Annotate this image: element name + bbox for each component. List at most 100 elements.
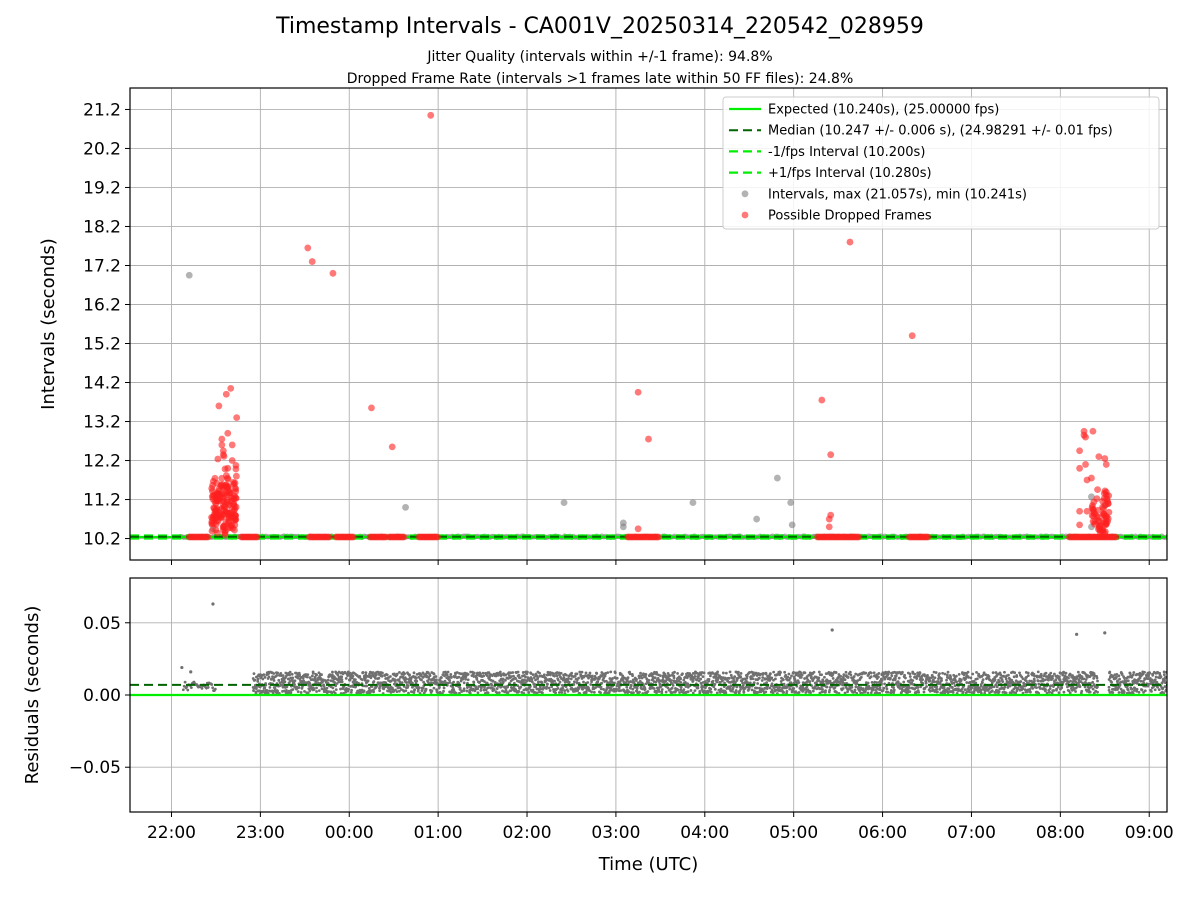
residual-point [688, 672, 692, 675]
residual-point [771, 691, 775, 695]
residual-point [828, 688, 832, 692]
residual-point [639, 671, 642, 675]
dropped-frame-point [349, 533, 357, 541]
residual-point [268, 685, 272, 689]
residual-point [982, 686, 986, 690]
residual-point [424, 688, 428, 692]
residual-point [478, 680, 482, 684]
residual-point [392, 672, 396, 676]
residual-point [306, 691, 310, 695]
residual-point [455, 671, 459, 674]
residual-point [1016, 687, 1020, 691]
residual-point [519, 685, 523, 689]
residual-point [702, 671, 706, 675]
residual-point [552, 672, 556, 676]
residual-point [1153, 678, 1157, 682]
residual-point [288, 670, 292, 674]
residual-point [416, 689, 420, 693]
residual-point [694, 678, 698, 681]
dropped-frame-point [827, 451, 835, 459]
residual-point [1050, 691, 1054, 695]
legend-entry-label: Intervals, max (21.057s), min (10.241s) [768, 187, 1027, 202]
residual-point [1096, 679, 1099, 683]
residual-point [1157, 688, 1161, 691]
residual-point [210, 683, 214, 686]
residual-point [320, 687, 324, 691]
residual-point [1000, 678, 1004, 681]
residual-point [468, 691, 472, 695]
residual-point [858, 689, 861, 693]
residual-point [350, 688, 353, 692]
residual-point [940, 679, 943, 682]
residual-point [974, 681, 978, 685]
dropped-frame-point [427, 111, 435, 119]
residual-point [398, 689, 401, 693]
bottom-panel-plot-area [130, 602, 1167, 697]
residual-point [507, 674, 511, 678]
residual-point [652, 687, 656, 690]
residual-point [311, 671, 315, 675]
dropped-frame-point [1082, 433, 1089, 441]
residual-point [975, 670, 978, 674]
residual-point [386, 686, 390, 690]
residual-point [928, 679, 932, 683]
residual-point [313, 675, 317, 679]
residual-point [715, 691, 719, 695]
residual-point [846, 690, 849, 694]
residual-point [756, 682, 760, 685]
residual-point [1147, 682, 1151, 686]
residual-point [637, 674, 641, 678]
top-y-tick-label: 15.2 [83, 335, 121, 355]
residual-point [866, 681, 870, 685]
residual-point [1044, 689, 1047, 693]
dropped-frame-point [634, 388, 642, 396]
residual-point [420, 689, 424, 693]
residual-point [372, 680, 376, 683]
residual-point [721, 671, 725, 675]
residual-point [336, 673, 340, 677]
residual-point [430, 689, 434, 693]
dropped-frame-point [908, 332, 916, 340]
dropped-frame-point [208, 527, 216, 535]
residual-point [365, 684, 369, 688]
residual-point [880, 679, 884, 682]
residual-point [530, 680, 534, 684]
residual-point [874, 689, 878, 692]
dropped-frame-point [231, 502, 238, 510]
residual-point [435, 688, 438, 692]
residual-point [338, 680, 342, 684]
residual-point [1107, 688, 1111, 692]
dropped-frame-point [1076, 464, 1083, 472]
residual-point [371, 671, 375, 674]
residual-point [823, 675, 826, 679]
residual-point [908, 675, 912, 678]
residual-point [344, 676, 348, 680]
residual-point [1044, 675, 1048, 678]
residual-point [956, 689, 960, 693]
residual-point [550, 679, 554, 682]
residual-point [790, 674, 793, 678]
residual-point [270, 689, 274, 693]
residual-point [462, 687, 466, 691]
residual-point [297, 686, 301, 689]
residual-point [696, 676, 700, 680]
residual-point [638, 690, 641, 694]
residual-point [1018, 671, 1021, 675]
dropped-frame-point [214, 455, 222, 463]
residual-point [808, 680, 812, 683]
residual-point [464, 677, 468, 681]
residual-point [1143, 670, 1146, 674]
residual-point [331, 686, 335, 690]
residual-point [472, 671, 476, 675]
top-y-tick-label: 16.2 [83, 295, 121, 315]
residual-point [1053, 672, 1056, 676]
dropped-frame-point [215, 491, 223, 499]
residual-point [911, 679, 915, 682]
residual-outlier-point [189, 670, 193, 674]
residual-point [877, 675, 880, 679]
residual-point [890, 674, 894, 678]
residual-point [684, 681, 687, 684]
residual-point [923, 687, 927, 690]
residual-point [732, 679, 736, 682]
residual-point [783, 670, 787, 674]
